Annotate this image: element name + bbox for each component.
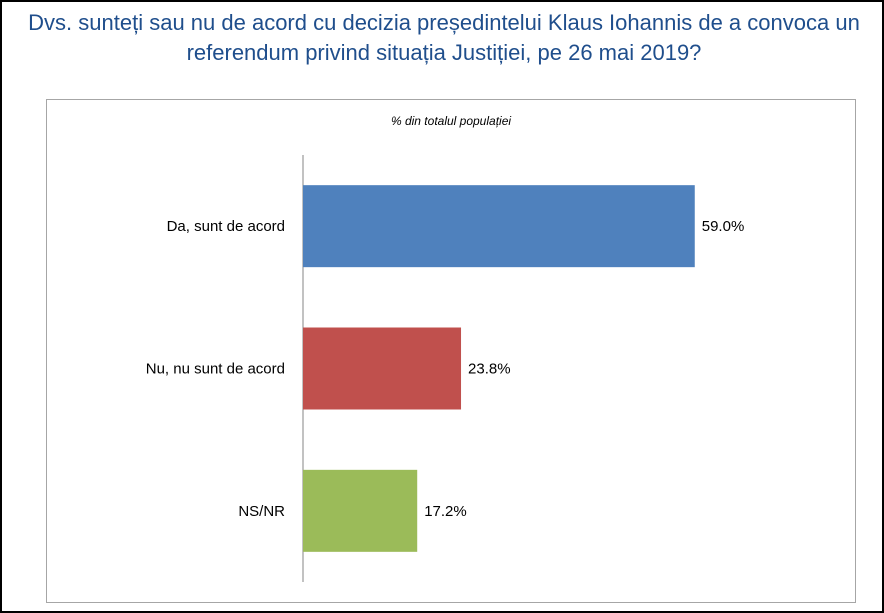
bar-1	[303, 327, 462, 410]
bar-0	[303, 185, 695, 268]
value-label-2: 17.2%	[424, 503, 467, 520]
bar-2	[303, 469, 418, 552]
chart-subtitle: % din totalul populației	[390, 114, 512, 128]
category-label-1: Nu, nu sunt de acord	[146, 361, 285, 378]
category-label-0: Da, sunt de acord	[167, 218, 285, 235]
value-label-0: 59.0%	[702, 218, 745, 235]
plot-area: % din totalul populației Da, sunt de aco…	[46, 99, 856, 603]
value-label-1: 23.8%	[468, 361, 511, 378]
category-label-2: NS/NR	[238, 503, 285, 520]
chart-title: Dvs. sunteți sau nu de acord cu decizia …	[28, 10, 860, 65]
bar-chart: Da, sunt de acord 59.0% Nu, nu sunt de aco…	[146, 155, 745, 582]
